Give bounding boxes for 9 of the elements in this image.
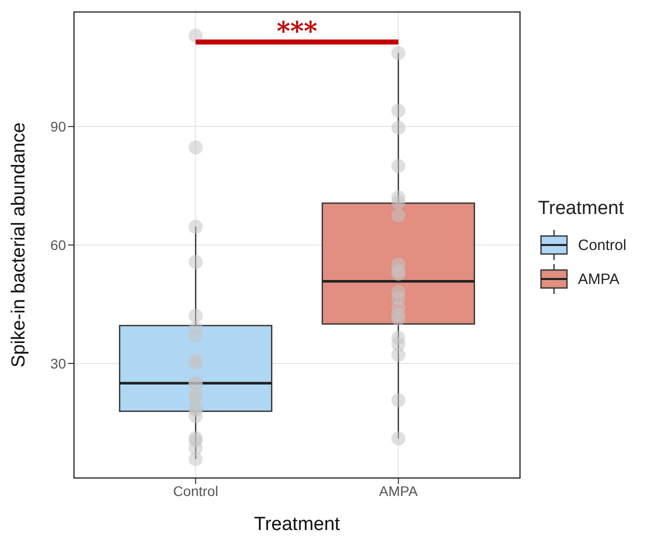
y-axis-title: Spike-in bacterial abundance (8, 122, 30, 368)
legend-label: Control (578, 236, 626, 254)
y-tick-label: 60 (50, 236, 66, 253)
y-tick-label: 30 (50, 355, 66, 372)
annotation: *** (276, 17, 318, 47)
legend-title: Treatment (538, 198, 625, 220)
y-tick-label: 90 (50, 118, 66, 134)
legend-label: AMPA (578, 270, 620, 288)
x-axis-title: Treatment (254, 514, 341, 535)
